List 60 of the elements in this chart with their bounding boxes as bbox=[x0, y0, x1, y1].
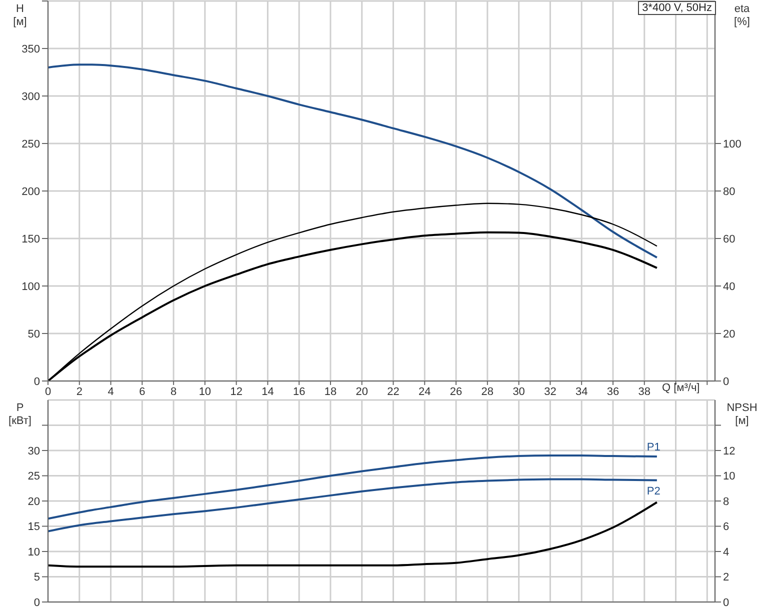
y2-tick-label: 8 bbox=[723, 496, 730, 508]
x-tick-label: 14 bbox=[262, 386, 274, 398]
x-tick-label: 38 bbox=[638, 386, 650, 398]
x-tick-label: 12 bbox=[230, 386, 242, 398]
annotation: 3*400 V, 50Hz bbox=[638, 1, 716, 15]
y-tick-label: 100 bbox=[22, 280, 40, 293]
x-tick-label: 22 bbox=[387, 386, 400, 398]
y2-tick-label: 0 bbox=[723, 596, 730, 609]
x-tick-label: 36 bbox=[606, 386, 620, 398]
y-tick-label: 0 bbox=[34, 596, 40, 609]
x-tick-label: 10 bbox=[198, 386, 212, 398]
series-label: P2 bbox=[646, 485, 660, 498]
x-tick-label: 24 bbox=[418, 386, 431, 398]
y2-tick-label: 10 bbox=[723, 470, 736, 483]
y2-axis-title: eta [%] bbox=[734, 3, 751, 28]
y2-tick-label: 40 bbox=[723, 280, 736, 293]
x-tick-label: 18 bbox=[324, 386, 337, 398]
x-tick-label: 4 bbox=[108, 386, 114, 398]
x-tick-label: 8 bbox=[170, 386, 177, 398]
y-tick-label: 0 bbox=[34, 376, 40, 388]
line-series bbox=[48, 478, 658, 532]
x-tick-label: 28 bbox=[481, 386, 494, 398]
y-tick-label: 300 bbox=[22, 90, 40, 103]
y-tick-label: 250 bbox=[22, 138, 40, 150]
y-tick-label: 10 bbox=[28, 546, 40, 558]
y-axis-title: H [м] bbox=[13, 3, 27, 28]
x-tick-label: 34 bbox=[575, 386, 588, 398]
y-tick-label: 50 bbox=[28, 328, 40, 340]
y2-tick-label: 100 bbox=[723, 138, 742, 150]
y-tick-label: 25 bbox=[28, 470, 40, 483]
y2-tick-label: 0 bbox=[723, 376, 730, 388]
series-label: P1 bbox=[646, 442, 660, 454]
x-tick-label: 32 bbox=[544, 386, 556, 398]
y-tick-label: 150 bbox=[22, 233, 40, 246]
x-tick-label: 20 bbox=[356, 386, 368, 398]
y2-tick-label: 60 bbox=[723, 233, 736, 246]
x-tick-label: 2 bbox=[76, 386, 82, 398]
x-tick-label: 0 bbox=[44, 386, 52, 398]
y2-tick-label: 12 bbox=[723, 445, 736, 458]
y-tick-label: 15 bbox=[28, 521, 40, 534]
line-series bbox=[48, 501, 658, 568]
x-tick-label: 30 bbox=[512, 386, 525, 398]
line-series bbox=[48, 64, 658, 258]
x-tick-label: 16 bbox=[292, 386, 306, 398]
y2-tick-label: 20 bbox=[723, 328, 736, 340]
y2-tick-label: 6 bbox=[723, 521, 730, 534]
y2-tick-label: 2 bbox=[723, 572, 730, 584]
y-tick-label: 30 bbox=[28, 445, 40, 458]
y-tick-label: 20 bbox=[28, 496, 40, 508]
y-tick-label: 200 bbox=[22, 186, 40, 198]
y2-axis-title: NPSH [м] bbox=[726, 402, 758, 427]
line-series bbox=[48, 454, 658, 520]
y2-tick-label: 80 bbox=[723, 186, 736, 198]
y-tick-label: 350 bbox=[22, 43, 40, 56]
y2-tick-label: 4 bbox=[723, 546, 730, 558]
x-tick-label: 6 bbox=[139, 386, 146, 398]
x-axis-title: Q [м³/ч] bbox=[662, 382, 700, 394]
y-axis-title: P [кВт] bbox=[8, 402, 32, 427]
x-tick-label: 26 bbox=[450, 386, 462, 398]
y-tick-label: 5 bbox=[34, 572, 40, 584]
